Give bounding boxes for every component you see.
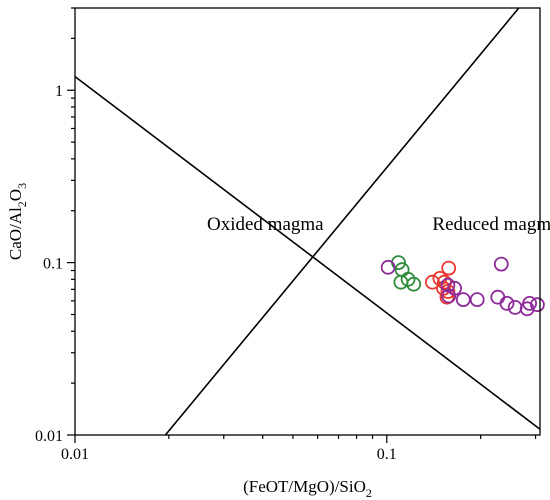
reference-lines [74, 7, 541, 436]
data-point-series-2 [424, 274, 440, 290]
data-point-series-1 [406, 276, 422, 292]
y-axis-label: CaO/Al2O3 [6, 183, 29, 260]
data-point-series-3 [440, 277, 456, 293]
y-tick-label: 0.01 [35, 428, 63, 445]
annotation-1: Oxided magma [207, 214, 324, 235]
y-tick-label: 0.1 [43, 256, 63, 273]
reference-line-1 [74, 75, 541, 430]
data-point-series-2 [439, 289, 455, 305]
data-point-series-3 [499, 295, 515, 311]
plot-frame [74, 7, 541, 436]
x-tick-label: 0.1 [377, 446, 397, 463]
data-point-series-3 [507, 299, 523, 315]
data-point-series-3 [490, 289, 506, 305]
axis-ticks: 0.01 0.1 0.01 0.1 1 [35, 7, 537, 463]
data-point-series-3 [469, 292, 485, 308]
data-point-series-2 [441, 260, 457, 276]
data-point-series-3 [455, 292, 471, 308]
annotations: Oxided magma Reduced magma [207, 214, 550, 235]
data-point-series-2 [436, 280, 451, 296]
reference-line-2 [164, 7, 520, 436]
annotation-2: Reduced magma [432, 214, 550, 235]
data-points [380, 255, 545, 317]
x-tick-label: 0.01 [61, 446, 89, 463]
data-point-series-3 [380, 259, 396, 275]
data-point-series-3 [493, 256, 509, 272]
data-point-series-3 [441, 288, 457, 304]
data-point-series-3 [522, 295, 537, 311]
y-tick-label: 1 [55, 83, 63, 100]
data-point-series-3 [530, 297, 545, 313]
x-axis-label: (FeOT/MgO)/SiO2 [243, 477, 372, 500]
